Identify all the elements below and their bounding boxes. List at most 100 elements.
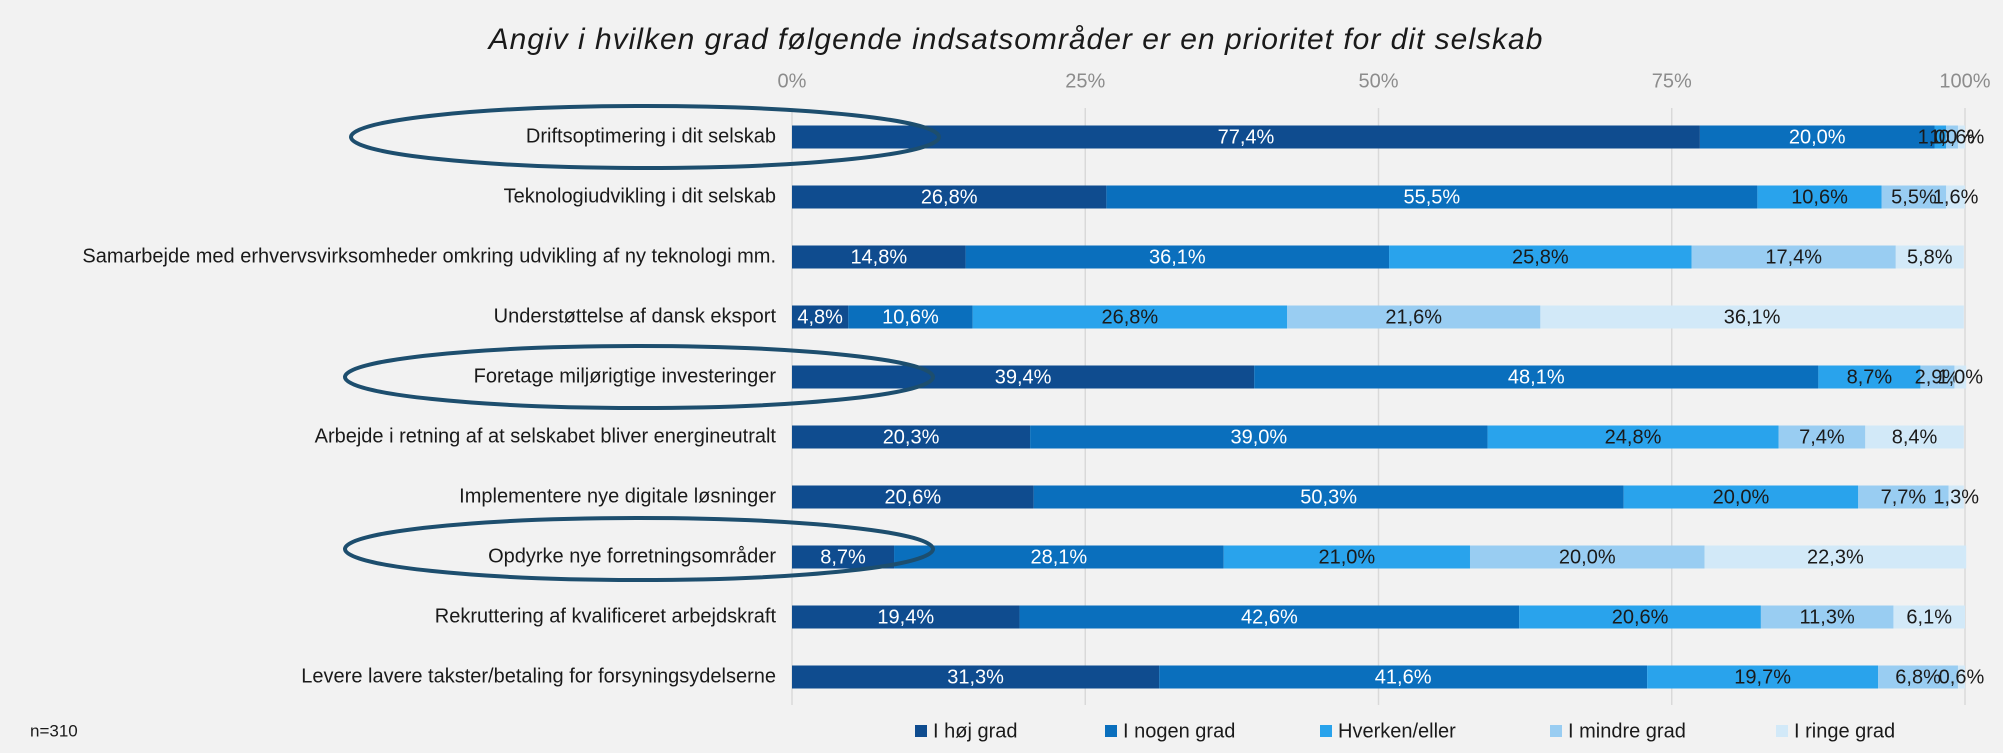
highlight-oval bbox=[349, 104, 941, 170]
bar-segment bbox=[792, 185, 1107, 209]
bar-segment bbox=[1946, 125, 1958, 149]
legend-label: I nogen grad bbox=[1123, 720, 1235, 742]
bar-segment bbox=[1858, 485, 1949, 509]
bar-segment bbox=[1019, 605, 1520, 629]
data-label: 19,4% bbox=[877, 606, 934, 628]
data-label: 55,5% bbox=[1404, 186, 1461, 208]
bar-segment bbox=[1934, 125, 1947, 149]
data-label: 21,0% bbox=[1318, 546, 1375, 568]
data-label: 1,0% bbox=[1938, 366, 1984, 388]
data-label: 20,6% bbox=[884, 486, 941, 508]
data-label: 20,6% bbox=[1612, 606, 1669, 628]
bar-segment bbox=[1957, 665, 1965, 689]
data-label: 1,3% bbox=[1933, 486, 1979, 508]
bar-segment bbox=[1778, 425, 1866, 449]
data-label: 20,0% bbox=[1789, 126, 1846, 148]
data-label: 6,8% bbox=[1895, 666, 1941, 688]
data-label: 4,8% bbox=[797, 306, 843, 328]
bar-segment bbox=[1948, 485, 1964, 509]
bar-segment bbox=[1106, 185, 1758, 209]
bar-segment bbox=[792, 425, 1031, 449]
legend-label: I mindre grad bbox=[1568, 720, 1686, 742]
bar-segment bbox=[1487, 425, 1779, 449]
data-label: 26,8% bbox=[1101, 306, 1158, 328]
bar-segment bbox=[792, 245, 966, 269]
bar-segment bbox=[1757, 185, 1882, 209]
bar-segment bbox=[792, 485, 1034, 509]
data-label: 8,4% bbox=[1892, 426, 1938, 448]
data-label: 77,4% bbox=[1218, 126, 1275, 148]
legend-label: I høj grad bbox=[933, 720, 1017, 742]
highlight-oval bbox=[343, 344, 935, 410]
data-label: 20,3% bbox=[883, 426, 940, 448]
data-label: 36,1% bbox=[1149, 246, 1206, 268]
data-label: 39,0% bbox=[1230, 426, 1287, 448]
bar-segment bbox=[792, 665, 1160, 689]
bar-segment bbox=[1957, 125, 1965, 149]
data-label: 36,1% bbox=[1724, 306, 1781, 328]
bar-segment bbox=[1946, 185, 1965, 209]
bar-segment bbox=[1895, 245, 1964, 269]
highlight-oval bbox=[343, 516, 935, 582]
bar-segment bbox=[1389, 245, 1692, 269]
data-label: 0,6% bbox=[1939, 126, 1985, 148]
data-label: 48,1% bbox=[1508, 366, 1565, 388]
y-tick-label: Opdyrke nye forretningsområder bbox=[488, 545, 776, 567]
data-label: 22,3% bbox=[1807, 546, 1864, 568]
chart-title: Angiv i hvilken grad følgende indsatsomr… bbox=[487, 23, 1544, 56]
highlight-ovals bbox=[343, 104, 941, 582]
bar-segment bbox=[1865, 425, 1964, 449]
y-tick-label: Levere lavere takster/betaling for forsy… bbox=[301, 665, 776, 687]
bar-segment bbox=[1254, 365, 1819, 389]
bar-segment bbox=[1704, 545, 1967, 569]
data-label: 19,7% bbox=[1734, 666, 1791, 688]
data-label: 5,5% bbox=[1891, 186, 1937, 208]
bar-segment bbox=[965, 245, 1390, 269]
bar-segment bbox=[894, 545, 1224, 569]
y-tick-label: Rekruttering af kvalificeret arbejdskraf… bbox=[435, 605, 777, 627]
data-label: 24,8% bbox=[1605, 426, 1662, 448]
bar-segment bbox=[1159, 665, 1648, 689]
bar-segment bbox=[1699, 125, 1935, 149]
bar-segment bbox=[792, 605, 1020, 629]
data-label: 10,6% bbox=[882, 306, 939, 328]
data-label: 8,7% bbox=[820, 546, 866, 568]
bar-segment bbox=[1881, 185, 1947, 209]
data-label: 21,6% bbox=[1385, 306, 1442, 328]
bar-segment bbox=[1893, 605, 1965, 629]
bar-segment bbox=[1760, 605, 1894, 629]
data-label: 20,0% bbox=[1713, 486, 1770, 508]
x-tick-label: 0% bbox=[778, 70, 807, 92]
bar-segment bbox=[792, 125, 1700, 149]
data-label: 14,8% bbox=[850, 246, 907, 268]
data-label: 41,6% bbox=[1375, 666, 1432, 688]
legend-swatch bbox=[1550, 725, 1562, 737]
bar-segment bbox=[1878, 665, 1958, 689]
bar-segment bbox=[792, 305, 849, 329]
data-label: 42,6% bbox=[1241, 606, 1298, 628]
bar-segment bbox=[1030, 425, 1488, 449]
bar-segment bbox=[792, 545, 895, 569]
y-tick-label: Teknologiudvikling i dit selskab bbox=[504, 185, 776, 207]
data-label: 20,0% bbox=[1559, 546, 1616, 568]
bar-segment bbox=[1540, 305, 1964, 329]
data-label: 1,6% bbox=[1933, 186, 1979, 208]
bar-segment bbox=[972, 305, 1288, 329]
x-tick-label: 50% bbox=[1358, 70, 1398, 92]
y-tick-label: Implementere nye digitale løsninger bbox=[459, 485, 776, 507]
bar-segment bbox=[1691, 245, 1896, 269]
y-tick-label: Arbejde i retning af at selskabet bliver… bbox=[315, 425, 777, 447]
bar-segment bbox=[1920, 365, 1955, 389]
bar-segment bbox=[1287, 305, 1541, 329]
x-tick-label: 75% bbox=[1652, 70, 1692, 92]
data-label: 17,4% bbox=[1765, 246, 1822, 268]
data-label: 0,6% bbox=[1939, 666, 1985, 688]
bar-segment bbox=[1519, 605, 1761, 629]
data-label: 7,4% bbox=[1799, 426, 1845, 448]
data-label: 50,3% bbox=[1300, 486, 1357, 508]
legend-swatch bbox=[1776, 725, 1788, 737]
y-tick-label: Understøttelse af dansk eksport bbox=[494, 305, 777, 327]
legend-swatch bbox=[1105, 725, 1117, 737]
bar-segment bbox=[1818, 365, 1921, 389]
